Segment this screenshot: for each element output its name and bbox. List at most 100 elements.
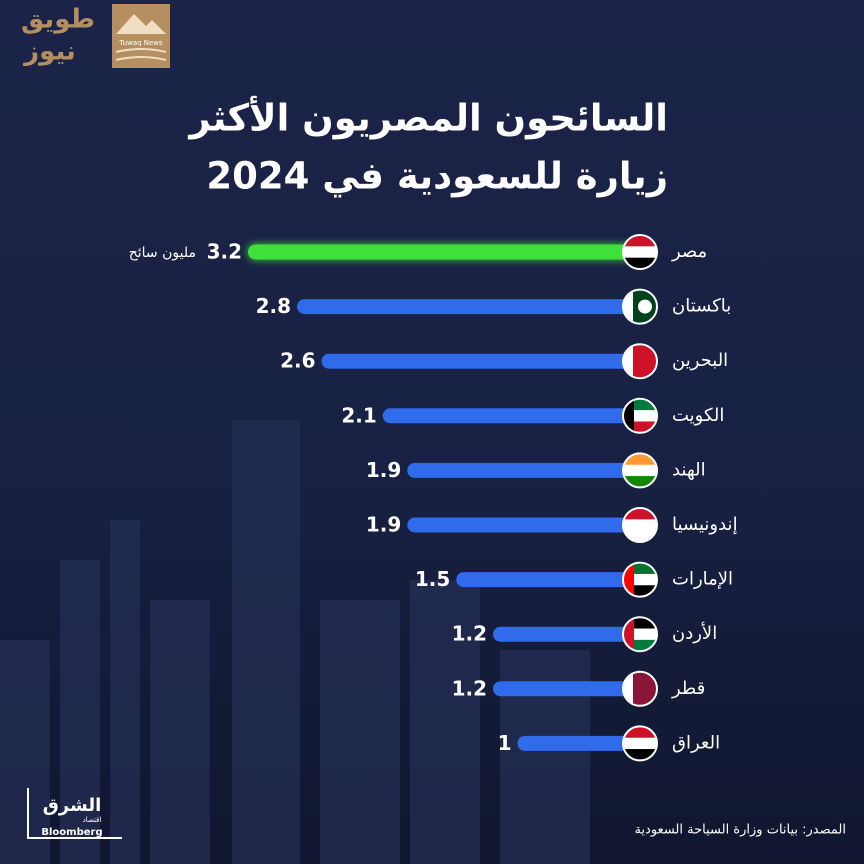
chart-title: زيارة للسعودية في 2024 <box>206 155 668 198</box>
flag-border <box>622 561 658 598</box>
flag-stripe <box>623 628 657 641</box>
category-label: مصر <box>671 241 707 262</box>
flag <box>622 725 658 762</box>
value-label: 1.9 <box>366 513 401 537</box>
flag-stripe <box>623 398 657 411</box>
flag-hoist <box>623 562 634 597</box>
skyline <box>0 420 590 864</box>
category-label: البحرين <box>672 350 728 371</box>
logo: طويق نيوز Tuwaq News <box>21 4 170 68</box>
bar <box>297 299 640 315</box>
flag-stripe <box>623 453 657 466</box>
flag-stripe <box>623 726 657 739</box>
bar <box>407 517 640 533</box>
flag-stripe <box>623 617 657 630</box>
category-label: باكستان <box>672 296 731 317</box>
category-label: قطر <box>671 678 705 699</box>
flag-stripe <box>623 257 657 269</box>
logo-text: طويق <box>21 5 95 35</box>
category-label: العراق <box>672 732 720 753</box>
flag-border <box>622 616 658 653</box>
flag-stripe <box>623 464 657 477</box>
flag <box>622 616 658 653</box>
category-label: الهند <box>672 459 706 480</box>
flag <box>622 288 658 325</box>
logo-mountain <box>116 14 166 34</box>
logo-text: Tuwaq News <box>118 39 163 47</box>
flag <box>622 452 658 489</box>
flag <box>622 561 658 598</box>
value-label: 2.8 <box>256 294 291 318</box>
bar <box>493 626 640 642</box>
flag-border <box>622 397 658 434</box>
flag <box>622 234 658 270</box>
bar <box>456 572 640 588</box>
value-label: 1.2 <box>452 676 487 700</box>
flag <box>622 397 658 434</box>
flag-stripe <box>623 530 657 542</box>
flag-border <box>622 725 658 762</box>
bar <box>248 244 640 260</box>
unit-label: مليون سائح <box>129 245 196 261</box>
chart-title: السائحون المصريون الأكثر <box>187 95 668 140</box>
flag-stripe <box>623 366 657 379</box>
flag-stripe <box>623 573 657 586</box>
value-label: 2.6 <box>280 349 315 373</box>
flag-stripe <box>623 312 657 324</box>
flag-hoist <box>623 398 634 433</box>
flag-stripe <box>623 737 657 750</box>
flag-stripe <box>623 585 657 597</box>
flag-border <box>622 288 658 325</box>
logo-text: نيوز <box>22 37 76 67</box>
bar <box>321 353 640 369</box>
flag-border <box>622 234 658 270</box>
flag-stripe <box>623 683 657 695</box>
value-label: 1.9 <box>366 458 401 482</box>
category-label: الإمارات <box>672 569 733 590</box>
flag-border <box>622 507 658 543</box>
flag-stripe <box>623 476 657 488</box>
flag-stripe <box>623 694 657 706</box>
flag <box>622 670 658 707</box>
flag-hoist <box>623 344 633 379</box>
flag-hoist <box>623 617 634 652</box>
flag-stripe <box>623 289 657 302</box>
value-label: 1.5 <box>415 567 450 591</box>
bar <box>407 462 640 478</box>
category-label: الكويت <box>672 405 724 426</box>
flag-hoist <box>623 671 633 706</box>
flag-emblem <box>638 299 652 314</box>
publisher-section: اقتصاد <box>83 816 102 824</box>
flag-stripe <box>623 519 657 532</box>
category-label: إندونيسيا <box>672 514 738 535</box>
flag-stripe <box>623 508 657 520</box>
flag-hoist <box>623 289 633 324</box>
flag <box>622 343 658 380</box>
value-label: 1.2 <box>452 622 487 646</box>
flag-stripe <box>623 671 657 684</box>
flag <box>622 507 658 543</box>
flag-border <box>622 343 658 380</box>
flag-stripe <box>623 562 657 575</box>
value-label: 2.1 <box>341 403 376 427</box>
category-label: الأردن <box>672 622 717 644</box>
flag-stripe <box>623 410 657 422</box>
logo-lines <box>115 48 167 61</box>
flag-border <box>622 452 658 489</box>
flag-stripe <box>623 355 657 368</box>
flag-stripe <box>623 246 657 259</box>
bar <box>493 681 640 697</box>
publisher-partner: Bloomberg <box>41 827 102 838</box>
flag-stripe <box>623 639 657 652</box>
flag-stripe <box>623 344 657 357</box>
flag-border <box>622 670 658 707</box>
publisher-logo: الشرق اقتصاد Bloomberg <box>27 788 122 839</box>
value-label: 1 <box>498 731 512 755</box>
flag-stripe <box>623 749 657 761</box>
logo-frame <box>27 788 122 839</box>
publisher-name: الشرق <box>43 795 102 816</box>
bar <box>382 408 640 424</box>
bars: 3.2 مليون سائح مصر 2.8 باكستان 2.6 البحرين 2.1 ا… <box>129 234 738 762</box>
